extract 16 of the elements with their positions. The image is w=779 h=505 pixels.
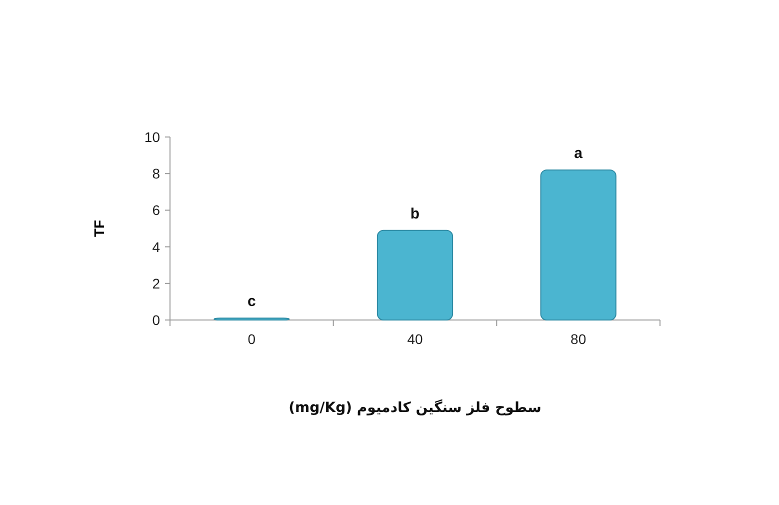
x-axis-title: سطوح فلز سنگین کادمیوم (mg/Kg) [288, 399, 542, 416]
y-tick-label: 6 [152, 202, 160, 218]
bar [540, 169, 616, 320]
y-tick-label: 0 [152, 312, 160, 328]
x-tick-label: 80 [570, 331, 586, 347]
annotation: a [574, 144, 584, 162]
x-tick-label: 0 [248, 331, 256, 347]
annotation: c [247, 293, 256, 310]
x-tick-label: 40 [407, 331, 423, 347]
y-tick-label: 10 [144, 129, 160, 145]
y-tick-label: 4 [152, 238, 160, 255]
y-tick-label: 2 [152, 275, 160, 292]
annotation: b [410, 205, 420, 222]
y-tick-label: 8 [152, 166, 160, 182]
bar [376, 230, 454, 320]
y-axis-title: TF [91, 220, 107, 238]
